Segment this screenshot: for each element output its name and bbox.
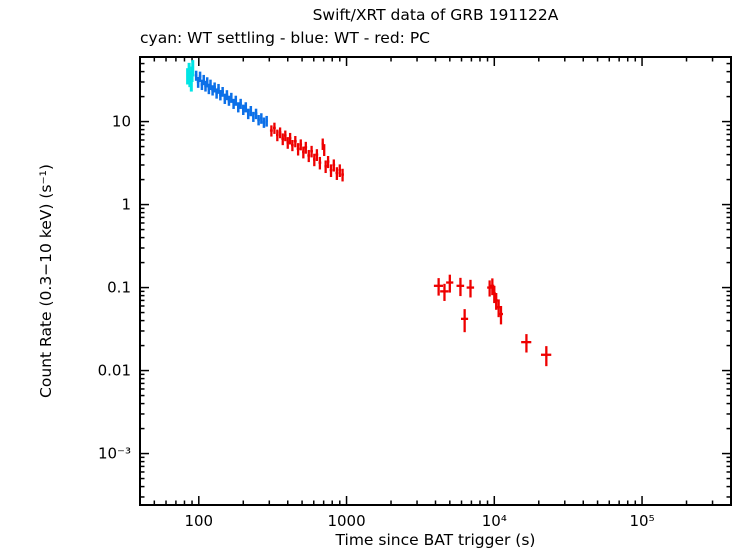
series-pc (269, 122, 552, 367)
x-tick-label: 100 (184, 512, 213, 530)
y-tick-label: 0.1 (107, 279, 131, 297)
x-tick-label: 10⁴ (482, 512, 507, 530)
x-tick-label: 1000 (327, 512, 365, 530)
chart-title: Swift/XRT data of GRB 191122A (312, 6, 559, 24)
x-tick-label: 10⁵ (629, 512, 654, 530)
y-tick-label: 0.01 (98, 362, 131, 380)
x-axis-label: Time since BAT trigger (s) (335, 531, 536, 549)
y-tick-label: 10 (112, 113, 131, 131)
axis-ticks (139, 56, 732, 505)
chart-subtitle-legend: cyan: WT settling - blue: WT - red: PC (140, 29, 430, 47)
y-tick-label: 10⁻³ (98, 445, 131, 463)
series-wt (194, 70, 268, 128)
series-wt-settling (186, 60, 195, 92)
plot-frame (139, 56, 732, 506)
y-tick-label: 1 (121, 196, 131, 214)
